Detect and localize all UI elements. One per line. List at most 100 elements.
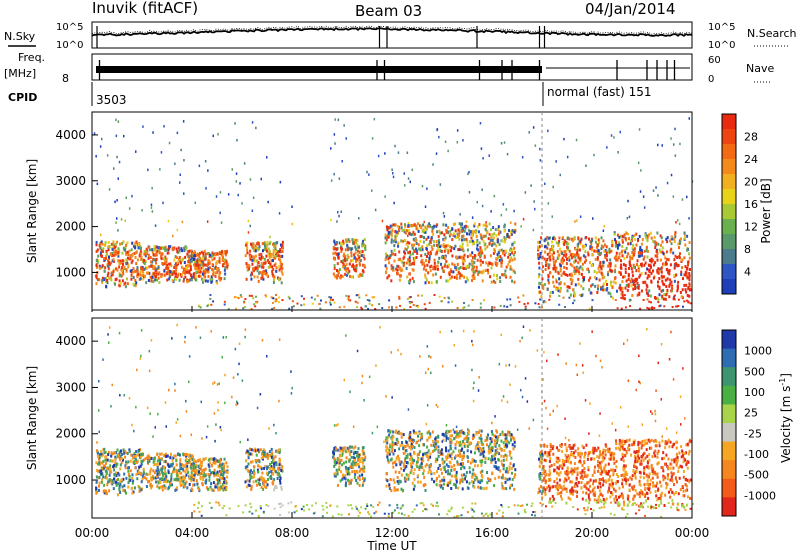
scatter-cell	[155, 253, 158, 257]
scatter-cell	[340, 246, 343, 250]
scatter-cell	[199, 251, 201, 255]
scatter-cell	[424, 307, 427, 310]
scatter-cell	[552, 185, 554, 189]
scatter-cell	[270, 447, 273, 451]
scatter-cell	[669, 282, 672, 286]
scatter-cell	[261, 476, 264, 480]
date-title: 04/Jan/2014	[585, 0, 676, 18]
scatter-cell	[654, 246, 657, 250]
scatter-cell	[596, 244, 599, 247]
scatter-cell	[503, 236, 506, 240]
scatter-cell	[119, 261, 122, 265]
scatter-cell	[350, 462, 353, 466]
scatter-cell	[409, 471, 412, 475]
scatter-cell	[457, 270, 460, 274]
scatter-cell	[402, 464, 405, 468]
scatter-cell	[484, 457, 487, 461]
scatter-cell	[198, 261, 201, 264]
scatter-cell	[151, 476, 154, 480]
scatter-cell	[429, 252, 432, 256]
scatter-cell	[360, 254, 363, 257]
scatter-cell	[117, 251, 120, 254]
scatter-cell	[190, 466, 193, 470]
scatter-cell	[177, 257, 180, 261]
scatter-cell	[187, 279, 190, 283]
scatter-cell	[501, 430, 504, 434]
scatter-cell	[119, 480, 121, 484]
scatter-cell	[569, 277, 572, 281]
scatter-cell	[189, 265, 192, 269]
scatter-cell	[134, 454, 137, 458]
scatter-cell	[362, 459, 365, 463]
scatter-cell	[447, 226, 450, 229]
scatter-cell	[643, 255, 646, 259]
scatter-cell	[422, 261, 425, 265]
scatter-cell	[340, 241, 343, 245]
scatter-cell	[640, 251, 642, 255]
scatter-cell	[655, 186, 657, 189]
scatter-cell	[111, 452, 114, 456]
scatter-cell	[196, 259, 199, 263]
scatter-cell	[448, 430, 450, 434]
scatter-cell	[334, 118, 336, 121]
scatter-cell	[436, 250, 439, 254]
scatter-cell	[185, 467, 188, 471]
scatter-cell	[391, 461, 394, 465]
scatter-cell	[250, 448, 253, 452]
scatter-cell	[581, 293, 584, 297]
scatter-cell	[227, 308, 230, 311]
scatter-cell	[257, 470, 260, 474]
scatter-cell	[476, 247, 478, 251]
scatter-cell	[578, 266, 581, 270]
scatter-cell	[111, 480, 114, 484]
scatter-cell	[207, 169, 209, 172]
scatter-cell	[282, 246, 284, 250]
scatter-cell	[646, 276, 649, 280]
scatter-cell	[631, 270, 634, 274]
scatter-cell	[338, 467, 341, 471]
scatter-cell	[494, 457, 496, 461]
scatter-cell	[510, 435, 513, 439]
scatter-cell	[130, 273, 133, 277]
scatter-cell	[464, 474, 467, 478]
scatter-cell	[455, 276, 458, 280]
scatter-cell	[563, 242, 566, 246]
scatter-cell	[510, 267, 513, 271]
scatter-cell	[351, 247, 354, 251]
scatter-cell	[208, 465, 211, 469]
scatter-cell	[400, 487, 403, 491]
scatter-cell	[163, 484, 166, 488]
scatter-cell	[388, 226, 391, 230]
scatter-cell	[455, 430, 458, 434]
scatter-cell	[255, 453, 258, 457]
scatter-cell	[235, 180, 238, 183]
scatter-cell	[354, 245, 357, 249]
scatter-cell	[618, 243, 621, 247]
scatter-cell	[333, 474, 336, 478]
scatter-cell	[337, 118, 340, 122]
scatter-cell	[264, 244, 266, 248]
scatter-cell	[133, 455, 135, 458]
scatter-cell	[491, 233, 494, 237]
scatter-cell	[429, 464, 432, 468]
scatter-cell	[95, 480, 98, 484]
scatter-cell	[202, 251, 205, 255]
scatter-cell	[538, 261, 541, 265]
scatter-cell	[340, 210, 342, 213]
scatter-cell	[440, 255, 443, 259]
scatter-cell	[577, 253, 580, 257]
scatter-cell	[503, 141, 506, 144]
scatter-cell	[477, 272, 480, 276]
freq-label: Freq.	[18, 51, 45, 64]
scatter-cell	[543, 300, 546, 303]
scatter-cell	[582, 254, 585, 258]
scatter-cell	[616, 307, 619, 310]
scatter-cell	[573, 236, 576, 240]
scatter-cell	[491, 446, 494, 450]
scatter-cell	[673, 240, 676, 243]
scatter-cell	[680, 258, 683, 262]
scatter-cell	[397, 481, 400, 485]
scatter-cell	[385, 256, 388, 260]
scatter-cell	[460, 273, 463, 277]
scatter-cell	[176, 228, 179, 232]
